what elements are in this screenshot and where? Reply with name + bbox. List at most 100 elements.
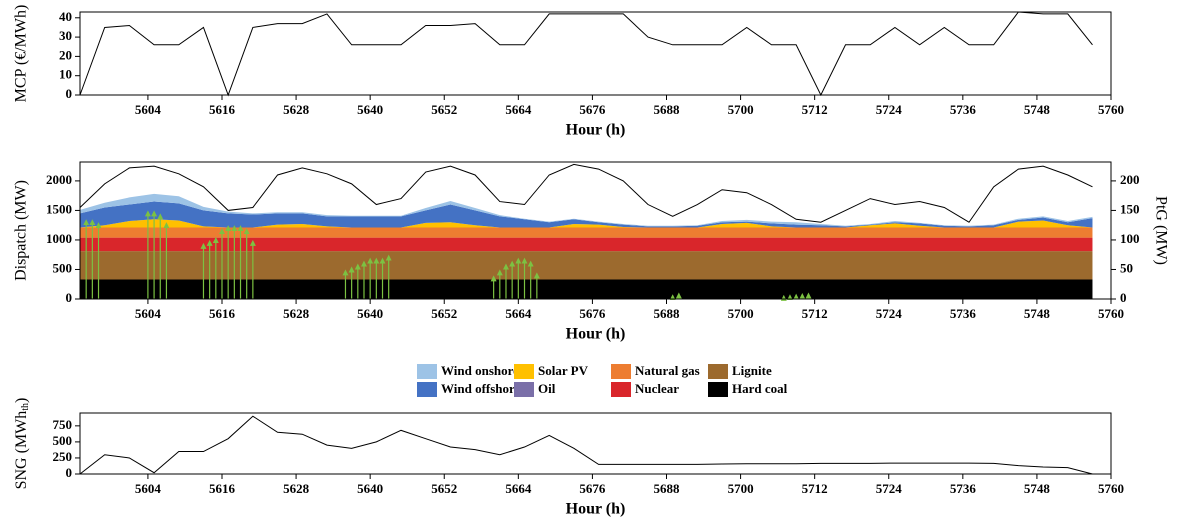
y-axis-label: Dispatch (MW): [13, 180, 30, 281]
legend-label: Natural gas: [635, 363, 700, 378]
x-tick-label: 5760: [1098, 481, 1124, 496]
legend-swatch: [611, 364, 631, 379]
x-axis-label: Hour (h): [566, 501, 626, 518]
y2-tick-label: 0: [1120, 290, 1127, 305]
y-tick-label: 10: [59, 67, 72, 82]
legend-swatch: [514, 382, 534, 397]
legend-label: Wind offshore: [441, 381, 521, 396]
x-tick-label: 5736: [950, 102, 977, 117]
x-tick-label: 5724: [876, 306, 903, 321]
x-tick-label: 5688: [653, 306, 680, 321]
legend-swatch: [708, 382, 728, 397]
x-tick-label: 5676: [579, 102, 606, 117]
y-axis-label-sub: th: [20, 403, 31, 411]
x-tick-label: 5616: [209, 481, 236, 496]
x-tick-label: 5604: [135, 481, 162, 496]
x-tick-label: 5712: [802, 306, 828, 321]
x-tick-label: 5664: [505, 102, 532, 117]
legend-swatch: [417, 382, 437, 397]
x-tick-label: 5640: [357, 102, 383, 117]
y2-axis-label: PtG (MW): [1152, 196, 1169, 265]
legend-swatch: [611, 382, 631, 397]
legend-label: Hard coal: [732, 381, 788, 396]
x-tick-label: 5700: [728, 306, 754, 321]
data-line: [79, 11, 1093, 97]
x-tick-label: 5628: [283, 481, 310, 496]
x-tick-label: 5664: [505, 481, 532, 496]
x-axis-label: Hour (h): [566, 326, 626, 343]
x-tick-label: 5724: [876, 102, 903, 117]
x-tick-label: 5652: [431, 306, 457, 321]
x-tick-label: 5736: [950, 481, 977, 496]
stacked-area: [80, 219, 1093, 228]
x-tick-label: 5748: [1024, 102, 1051, 117]
x-tick-label: 5748: [1024, 481, 1051, 496]
y-tick-label: 0: [66, 290, 73, 305]
x-tick-label: 5652: [431, 102, 457, 117]
chart-panel: 5604 5616 5628 5640 5652 5664 5676 5688 5700 5712…: [13, 398, 1124, 518]
plot-frame: [79, 412, 1112, 475]
legend-label: Oil: [538, 381, 556, 396]
stacked-area: [80, 237, 1093, 252]
plot-frame: [79, 11, 1112, 96]
x-tick-label: 5604: [135, 102, 162, 117]
stacked-area: [80, 201, 1093, 228]
y-tick-label: 1500: [46, 201, 72, 216]
legend-label: Solar PV: [538, 363, 589, 378]
stacked-area: [80, 251, 1093, 280]
legend-label: Lignite: [732, 363, 772, 378]
y-tick-label: 1000: [46, 231, 72, 246]
y-tick-label: 0: [66, 86, 73, 101]
legend-swatch: [417, 364, 437, 379]
x-tick-label: 5700: [728, 102, 754, 117]
x-tick-label: 5688: [653, 481, 680, 496]
y-tick-label: 750: [53, 417, 73, 432]
x-tick-label: 5628: [283, 102, 310, 117]
x-tick-label: 5664: [505, 306, 532, 321]
x-axis-label: Hour (h): [566, 122, 626, 139]
y-axis-label-end: ): [13, 398, 30, 403]
chart-panel: 5604 5616 5628 5640 5652 5664 5676 5688 5700 5712…: [13, 161, 1169, 343]
chart-panel: 5604 5616 5628 5640 5652 5664 5676 5688 5700 5712…: [13, 5, 1124, 139]
legend-label: Wind onshore: [441, 363, 519, 378]
x-tick-label: 5616: [209, 102, 236, 117]
y2-tick-label: 150: [1120, 201, 1140, 216]
x-tick-label: 5616: [209, 306, 236, 321]
x-tick-label: 5748: [1024, 306, 1051, 321]
y-tick-label: 20: [59, 47, 72, 62]
y-tick-label: 500: [53, 433, 73, 448]
y2-tick-label: 200: [1120, 172, 1140, 187]
legend-label: Nuclear: [635, 381, 679, 396]
x-tick-label: 5760: [1098, 102, 1124, 117]
x-tick-label: 5700: [728, 481, 754, 496]
legend-swatch: [514, 364, 534, 379]
y-tick-label: 500: [53, 260, 73, 275]
x-tick-label: 5628: [283, 306, 310, 321]
y-tick-label: 30: [59, 28, 72, 43]
x-tick-label: 5640: [357, 481, 383, 496]
x-tick-label: 5652: [431, 481, 457, 496]
x-tick-label: 5604: [135, 306, 162, 321]
legend-swatch: [708, 364, 728, 379]
x-tick-label: 5760: [1098, 306, 1124, 321]
data-line: [79, 415, 1093, 475]
y-tick-label: 40: [59, 9, 72, 24]
plot-frame: [79, 161, 1112, 300]
y2-tick-label: 100: [1120, 231, 1140, 246]
y-axis-label: SNG (MWhth): [13, 398, 32, 490]
ptg-line: [79, 163, 1093, 223]
y-tick-label: 250: [53, 449, 73, 464]
y-axis-label-text: SNG (MWh: [13, 411, 30, 490]
y2-tick-label: 50: [1120, 260, 1133, 275]
x-tick-label: 5676: [579, 481, 606, 496]
y-tick-label: 2000: [46, 172, 72, 187]
x-tick-label: 5676: [579, 306, 606, 321]
x-tick-label: 5640: [357, 306, 383, 321]
x-tick-label: 5736: [950, 306, 977, 321]
y-tick-label: 0: [66, 465, 73, 480]
x-tick-label: 5688: [653, 102, 680, 117]
y-axis-label: MCP (€/MWh): [13, 5, 30, 103]
legend: Wind onshore Wind offshore Solar PV Oil Natu…: [417, 363, 788, 397]
stacked-area: [80, 279, 1093, 299]
